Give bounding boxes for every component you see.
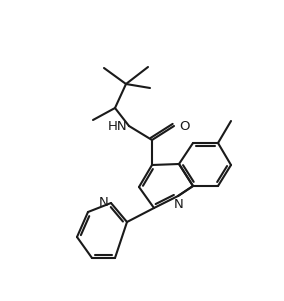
Text: N: N [99, 196, 109, 209]
Text: O: O [179, 119, 189, 132]
Text: N: N [174, 198, 184, 211]
Text: HN: HN [107, 119, 127, 132]
